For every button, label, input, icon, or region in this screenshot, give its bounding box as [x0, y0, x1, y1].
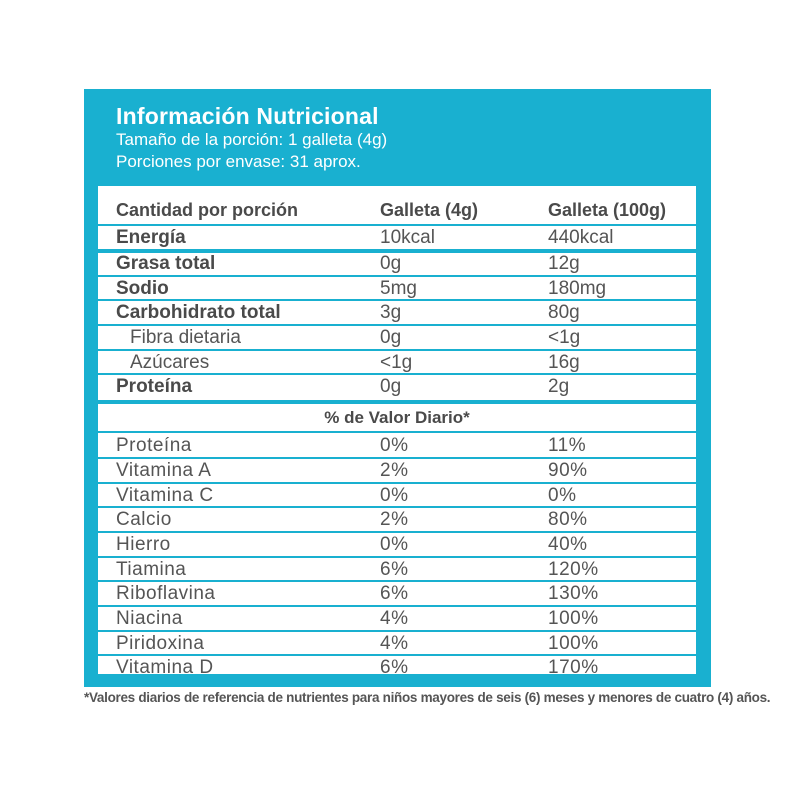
divider [98, 482, 696, 484]
table-row: Proteína 0g 2g [98, 375, 696, 399]
column-header-per-cookie: Galleta (4g) [380, 200, 479, 220]
dv-value-100g: 130% [548, 583, 599, 604]
daily-value-title: % de Valor Diario* [324, 408, 470, 427]
nutrient-value-100g: 440kcal [548, 227, 614, 248]
divider [98, 654, 696, 656]
dv-name: Calcio [116, 509, 172, 530]
dv-value-cookie: 4% [380, 633, 409, 654]
table-row: Azúcares <1g 16g [98, 351, 696, 375]
nutrient-value-cookie: 0g [380, 376, 402, 397]
table-row: Tiamina 6% 120% [98, 558, 696, 582]
panel-title: Información Nutricional [116, 103, 379, 129]
nutrition-table: Cantidad por porción Galleta (4g) Gallet… [98, 186, 696, 678]
dv-name: Tiamina [116, 559, 187, 580]
divider [98, 224, 696, 226]
dv-name: Riboflavina [116, 583, 216, 604]
dv-name: Proteína [116, 435, 192, 456]
table-row: Carbohidrato total 3g 80g [98, 301, 696, 325]
dv-value-100g: 90% [548, 460, 588, 481]
dv-value-100g: 100% [548, 633, 599, 654]
nutrient-name: Fibra dietaria [130, 327, 241, 348]
nutrient-value-cookie: 10kcal [380, 227, 435, 248]
nutrient-value-100g: 80g [548, 302, 580, 323]
serving-size: Tamaño de la porción: 1 galleta (4g) [116, 130, 388, 149]
table-row: Vitamina A 2% 90% [98, 459, 696, 483]
nutrient-value-cookie: 3g [380, 302, 402, 323]
nutrient-name: Proteína [116, 376, 193, 397]
table-row: Riboflavina 6% 130% [98, 582, 696, 606]
dv-value-100g: 40% [548, 534, 588, 555]
nutrient-value-100g: <1g [548, 327, 581, 348]
panel-header: Información Nutricional Tamaño de la por… [116, 103, 676, 173]
dv-value-cookie: 0% [380, 485, 409, 506]
dv-value-cookie: 0% [380, 435, 409, 456]
divider [98, 249, 696, 253]
dv-value-cookie: 4% [380, 608, 409, 629]
table-row: Vitamina C 0% 0% [98, 484, 696, 508]
dv-value-cookie: 6% [380, 559, 409, 580]
divider [98, 630, 696, 632]
dv-value-100g: 100% [548, 608, 599, 629]
divider [98, 324, 696, 326]
divider [98, 431, 696, 433]
nutrient-name: Energía [116, 227, 186, 248]
nutrient-name: Sodio [116, 278, 169, 299]
column-header-per-100g: Galleta (100g) [548, 200, 667, 220]
dv-name: Hierro [116, 534, 171, 555]
divider [98, 299, 696, 301]
dv-name: Vitamina C [116, 485, 214, 506]
dv-name: Niacina [116, 608, 183, 629]
dv-value-100g: 80% [548, 509, 588, 530]
nutrient-value-cookie: 0g [380, 327, 402, 348]
nutrient-value-cookie: 0g [380, 253, 402, 274]
table-row: Fibra dietaria 0g <1g [98, 326, 696, 350]
table-row: Grasa total 0g 12g [98, 252, 696, 276]
nutrition-panel: Información Nutricional Tamaño de la por… [84, 89, 711, 687]
dv-value-100g: 170% [548, 657, 599, 678]
column-header-row: Cantidad por porción Galleta (4g) Gallet… [98, 198, 696, 222]
dv-value-cookie: 0% [380, 534, 409, 555]
table-row: Proteína 0% 11% [98, 434, 696, 458]
dv-value-100g: 0% [548, 485, 577, 506]
footnote: *Valores diarios de referencia de nutrie… [84, 690, 771, 705]
nutrient-value-100g: 16g [548, 352, 580, 373]
table-row: Sodio 5mg 180mg [98, 277, 696, 301]
divider [98, 556, 696, 558]
nutrient-value-cookie: <1g [380, 352, 413, 373]
dv-name: Piridoxina [116, 633, 205, 654]
nutrient-value-100g: 180mg [548, 278, 607, 299]
table-row: Piridoxina 4% 100% [98, 632, 696, 656]
divider [98, 506, 696, 508]
divider [98, 349, 696, 351]
divider [98, 373, 696, 375]
table-row: Hierro 0% 40% [98, 533, 696, 557]
dv-value-cookie: 6% [380, 583, 409, 604]
dv-name: Vitamina A [116, 460, 212, 481]
divider [98, 275, 696, 277]
nutrient-name: Azúcares [130, 352, 210, 373]
divider [98, 400, 696, 404]
dv-name: Vitamina D [116, 657, 214, 678]
dv-value-cookie: 2% [380, 460, 409, 481]
table-row: Niacina 4% 100% [98, 607, 696, 631]
column-header-amount: Cantidad por porción [116, 200, 298, 220]
divider [98, 531, 696, 533]
nutrient-name: Carbohidrato total [116, 302, 281, 323]
nutrient-value-cookie: 5mg [380, 278, 417, 299]
nutrient-value-100g: 2g [548, 376, 570, 397]
divider [98, 580, 696, 582]
nutrient-value-100g: 12g [548, 253, 580, 274]
dv-value-cookie: 6% [380, 657, 409, 678]
table-row: Calcio 2% 80% [98, 508, 696, 532]
divider [98, 457, 696, 459]
table-row: Vitamina D 6% 170% [98, 656, 696, 680]
nutrient-name: Grasa total [116, 253, 216, 274]
servings-per-package: Porciones por envase: 31 aprox. [116, 152, 361, 171]
divider [98, 605, 696, 607]
dv-value-cookie: 2% [380, 509, 409, 530]
dv-value-100g: 11% [548, 435, 587, 456]
table-row: Energía 10kcal 440kcal [98, 226, 696, 250]
dv-value-100g: 120% [548, 559, 599, 580]
